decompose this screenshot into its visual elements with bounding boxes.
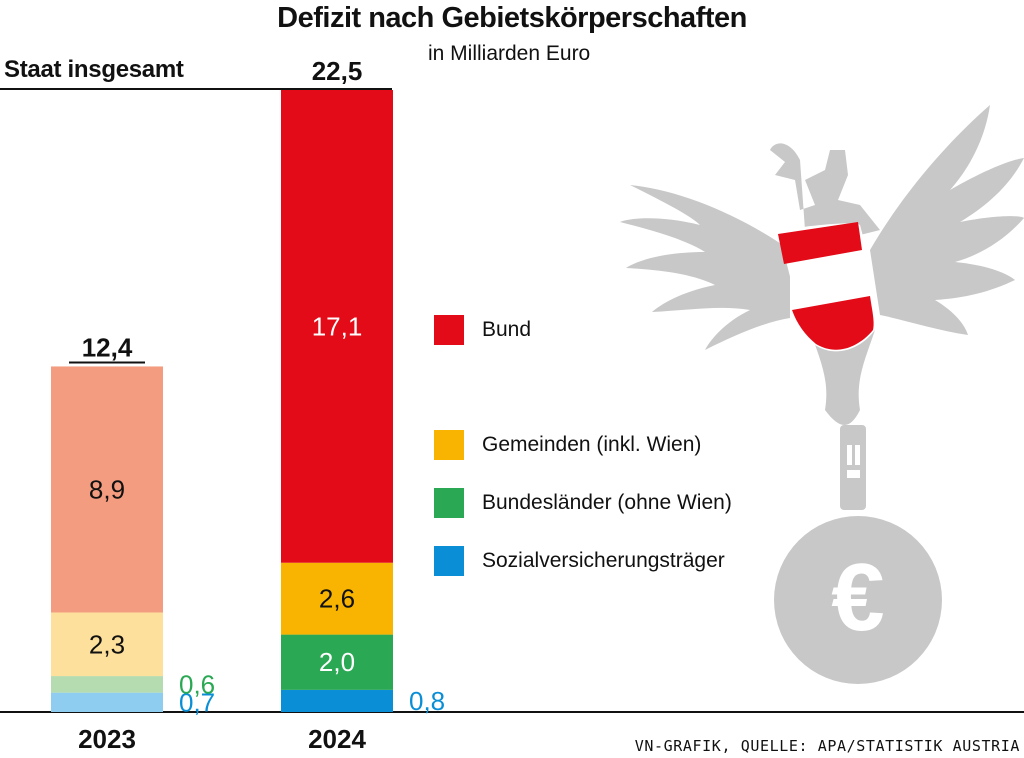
bar-segment <box>51 692 163 712</box>
euro-symbol: € <box>831 544 884 651</box>
data-label: 17,1 <box>312 311 363 341</box>
chart-title: Defizit nach Gebietskörperschaften <box>277 2 747 34</box>
legend-label: Sozialversicherungsträger <box>482 549 725 572</box>
data-label: 0,6 <box>179 669 215 699</box>
bar-segment <box>281 634 393 690</box>
data-label: 0,7 <box>179 687 215 717</box>
total-label: Staat insgesamt <box>4 56 184 83</box>
data-label: 0,8 <box>409 686 445 716</box>
x-tick-label: 2024 <box>308 724 366 754</box>
data-label: 2,0 <box>319 647 355 677</box>
legend-item: Sozialversicherungsträger <box>434 546 725 576</box>
legend-item: Gemeinden (inkl. Wien) <box>434 430 701 460</box>
legend-swatch <box>434 315 464 345</box>
bar-segment <box>281 689 393 712</box>
legend-label: Bund <box>482 318 532 341</box>
x-tick-label: 2023 <box>78 724 136 754</box>
data-label: 2,3 <box>89 629 125 659</box>
chart-subtitle: in Milliarden Euro <box>428 42 591 65</box>
legend-swatch <box>434 546 464 576</box>
bar-total-label: 22,5 <box>312 56 363 86</box>
legend-item: Bundesländer (ohne Wien) <box>434 488 732 518</box>
legend-swatch <box>434 430 464 460</box>
legend-swatch <box>434 488 464 518</box>
bar-segment <box>51 676 163 693</box>
bar-segment <box>51 366 163 613</box>
legend-label: Gemeinden (inkl. Wien) <box>482 433 702 456</box>
legend-item: Bund <box>434 315 531 345</box>
bar-segment <box>281 562 393 635</box>
data-label: 2,6 <box>319 584 355 614</box>
legend-label: Bundesländer (ohne Wien) <box>482 491 732 514</box>
data-label: 8,9 <box>89 474 125 504</box>
bar-total-label: 12,4 <box>82 332 133 362</box>
bar-segment <box>281 90 393 563</box>
source-note: VN-GRAFIK, QUELLE: APA/STATISTIK AUSTRIA <box>634 737 1020 755</box>
bar-segment <box>51 612 163 677</box>
